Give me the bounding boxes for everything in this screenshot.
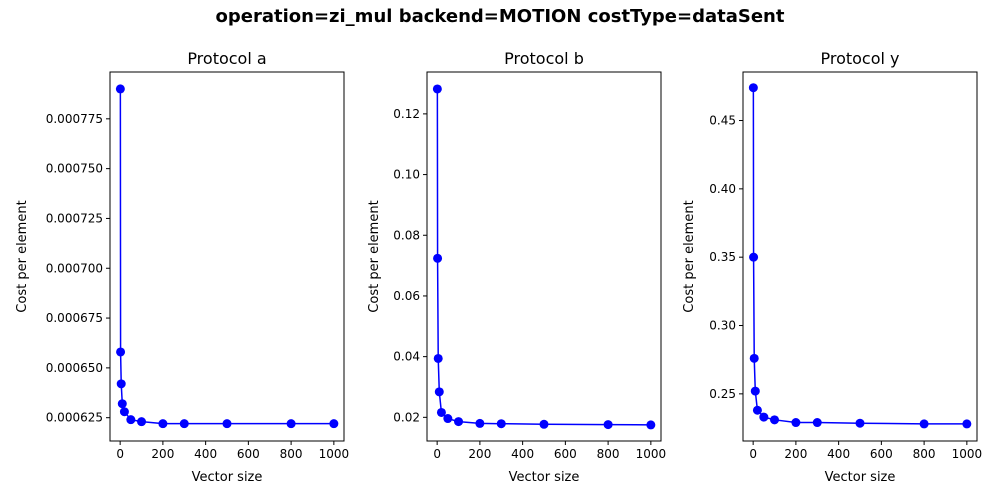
x-tick-label: 400 xyxy=(827,447,850,461)
data-point xyxy=(791,418,801,428)
x-tick-label: 600 xyxy=(554,447,577,461)
x-tick-label: 0 xyxy=(116,447,124,461)
data-point xyxy=(539,419,549,429)
series-line xyxy=(436,88,651,426)
data-point xyxy=(158,419,168,429)
data-point xyxy=(434,387,444,397)
data-point xyxy=(748,83,758,93)
data-point xyxy=(759,412,769,422)
data-point xyxy=(752,405,762,415)
series-line xyxy=(752,87,967,425)
x-tick-label: 1000 xyxy=(636,447,667,461)
y-tick-label: 0.000650 xyxy=(46,361,103,375)
data-point xyxy=(433,253,443,263)
y-tick-label: 0.06 xyxy=(393,289,420,303)
data-point xyxy=(286,419,296,429)
data-point xyxy=(119,407,129,417)
y-tick-label: 0.08 xyxy=(393,228,420,242)
x-tick-label: 200 xyxy=(151,447,174,461)
data-point xyxy=(454,417,464,427)
x-tick-label: 200 xyxy=(468,447,491,461)
data-point xyxy=(855,418,865,428)
data-point xyxy=(770,415,780,425)
data-point xyxy=(443,414,453,424)
x-tick-label: 0 xyxy=(433,447,441,461)
axes-frame xyxy=(426,71,662,442)
data-point xyxy=(436,407,446,417)
data-point xyxy=(116,379,126,389)
data-point xyxy=(749,252,759,262)
y-axis-label: Cost per element xyxy=(367,200,382,312)
x-tick-label: 800 xyxy=(280,447,303,461)
subplot-1: Protocol a 0 200 400 600 800 1000 0.000625 0.000… xyxy=(15,49,349,485)
x-tick-label: 1000 xyxy=(952,447,983,461)
data-point xyxy=(433,353,443,363)
data-point xyxy=(919,419,929,429)
y-axis-label: Cost per element xyxy=(682,200,697,312)
y-tick-label: 0.04 xyxy=(393,350,420,364)
x-tick-label: 800 xyxy=(597,447,620,461)
y-tick-label: 0.25 xyxy=(709,387,736,401)
y-tick-label: 0.35 xyxy=(709,250,736,264)
y-tick-label: 0.000625 xyxy=(46,411,103,425)
subplot-3: Protocol y 0 200 400 600 800 1000 0.25 0.30 0.35 0… xyxy=(682,49,982,485)
series-line xyxy=(119,88,334,425)
y-tick-label: 0.000750 xyxy=(46,162,103,176)
data-point xyxy=(749,353,759,363)
data-point xyxy=(646,420,656,430)
y-tick-label: 0.40 xyxy=(709,182,736,196)
subplot-title: Protocol a xyxy=(187,49,266,68)
data-point xyxy=(117,399,127,409)
data-point xyxy=(329,419,339,429)
data-point xyxy=(432,84,442,94)
axes-frame xyxy=(742,71,978,442)
x-tick-label: 200 xyxy=(784,447,807,461)
x-tick-label: 400 xyxy=(511,447,534,461)
x-axis-label: Vector size xyxy=(192,470,263,485)
data-point xyxy=(137,417,147,427)
x-tick-label: 1000 xyxy=(319,447,350,461)
x-axis-label: Vector size xyxy=(509,470,580,485)
y-tick-label: 0.000700 xyxy=(46,261,103,275)
data-point xyxy=(126,415,136,425)
y-tick-label: 0.30 xyxy=(709,319,736,333)
x-axis-label: Vector size xyxy=(825,470,896,485)
y-axis-label: Cost per element xyxy=(15,200,30,312)
data-point xyxy=(603,420,613,430)
y-tick-label: 0.10 xyxy=(393,168,420,182)
data-point xyxy=(222,419,232,429)
x-tick-label: 600 xyxy=(870,447,893,461)
x-tick-label: 600 xyxy=(237,447,260,461)
data-point xyxy=(750,386,760,396)
subplot-title: Protocol b xyxy=(504,49,584,68)
data-point xyxy=(496,419,506,429)
data-point xyxy=(962,419,972,429)
x-tick-label: 0 xyxy=(749,447,757,461)
y-tick-label: 0.000775 xyxy=(46,112,103,126)
data-point xyxy=(475,418,485,428)
data-point xyxy=(115,84,125,94)
subplot-title: Protocol y xyxy=(820,49,899,68)
axes-frame xyxy=(109,71,345,442)
y-tick-label: 0.02 xyxy=(393,410,420,424)
subplot-2: Protocol b 0 200 400 600 800 1000 0.02 0.04 0.06 0… xyxy=(367,49,666,485)
data-point xyxy=(812,418,822,428)
y-tick-label: 0.000675 xyxy=(46,311,103,325)
figure-suptitle: operation=zi_mul backend=MOTION costType… xyxy=(215,6,785,27)
y-tick-label: 0.45 xyxy=(709,114,736,128)
x-tick-label: 800 xyxy=(913,447,936,461)
data-point xyxy=(179,419,189,429)
y-tick-label: 0.000725 xyxy=(46,211,103,225)
data-point xyxy=(116,347,126,357)
y-tick-label: 0.12 xyxy=(393,107,420,121)
x-tick-label: 400 xyxy=(194,447,217,461)
